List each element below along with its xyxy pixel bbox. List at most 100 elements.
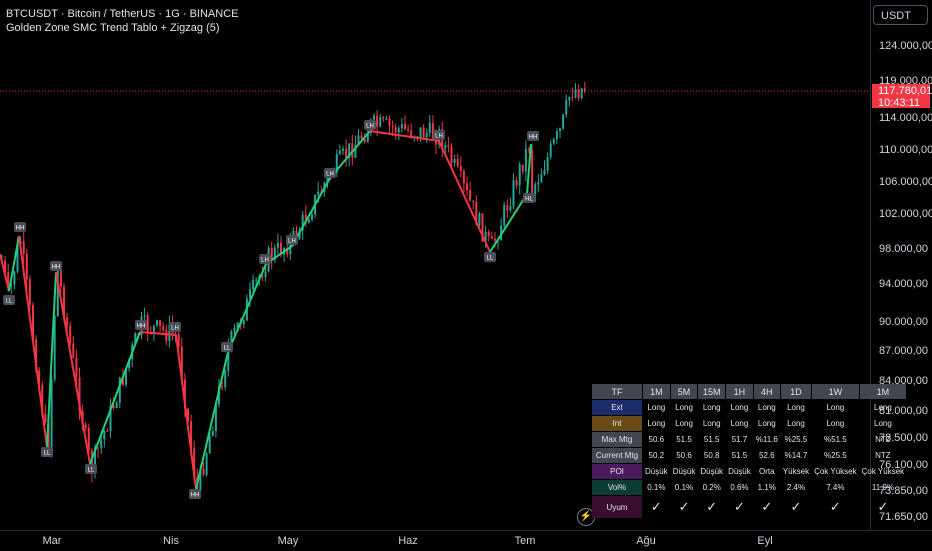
candle-body (134, 333, 137, 345)
table-cell: 0.1% (647, 483, 666, 492)
candle-body (531, 150, 534, 195)
table-cell: 50.2 (648, 451, 665, 460)
candle-body (543, 170, 546, 175)
candle-body (221, 386, 224, 388)
table-cell: ✓ (650, 499, 662, 514)
candle-body (416, 136, 419, 138)
zigzag-label-box (523, 193, 535, 203)
candle-body (317, 191, 320, 195)
candle-body (348, 143, 351, 159)
table-cell: Long (787, 419, 805, 428)
candle-body (326, 174, 329, 183)
currency-button[interactable]: USDT (873, 5, 928, 25)
candle-body (431, 122, 434, 139)
table-cell: %25.5 (824, 451, 847, 460)
price-label: 102.000,00 (879, 208, 932, 220)
candle-body (518, 164, 521, 186)
zigzag-label: HH (52, 265, 61, 271)
price-label: 87.000,00 (879, 345, 928, 357)
candle-body (211, 431, 214, 436)
candle-body (16, 243, 19, 272)
zigzag-label-box (50, 261, 62, 271)
candle-body (562, 114, 565, 129)
candle-body (512, 180, 515, 207)
candle-body (78, 376, 81, 411)
zigzag-label-box (286, 235, 298, 245)
price-axis[interactable]: 124.000,00 119.000,00 114.000,00 110.000… (870, 0, 932, 530)
candle-body (109, 405, 112, 432)
time-label: Eyl (757, 535, 773, 547)
candle-body (540, 174, 543, 183)
candle-body (230, 331, 233, 348)
table-cell: NTZ (875, 435, 891, 444)
symbol-title[interactable]: BTCUSDT · Bitcoin / TetherUS · 1G · BINA… (6, 8, 239, 20)
candle-body (373, 115, 375, 120)
candle-body (528, 148, 530, 151)
zigzag-label: LL (224, 346, 231, 352)
candle-body (69, 325, 72, 344)
time-axis[interactable]: Mar Nis May Haz Tem Ağu Eyl (0, 530, 932, 551)
candle-body (7, 272, 10, 287)
table-header: 1M (859, 384, 907, 399)
table-cell: 52.6 (759, 451, 775, 460)
candle-body (84, 424, 87, 428)
candle-body (128, 359, 131, 369)
candle-body (462, 170, 465, 184)
candle-body (397, 128, 400, 133)
candle-body (292, 231, 295, 239)
candle-body (125, 368, 127, 385)
price-label: 90.000,00 (879, 316, 928, 328)
candle-body (577, 89, 580, 99)
candle-body (13, 271, 16, 285)
candle-body (202, 468, 205, 475)
table-cell: Yüksek (782, 467, 810, 476)
candle-body (28, 279, 31, 305)
candle-body (490, 236, 493, 239)
candle-body (394, 127, 397, 133)
table-header: 1D (780, 384, 812, 399)
table-cell: 51.5 (676, 435, 692, 444)
table-cell: Long (757, 403, 776, 412)
table-cell: ✓ (678, 499, 690, 514)
candle-body (469, 190, 472, 201)
zigzag-label: LH (288, 239, 296, 245)
candle-body (546, 156, 549, 171)
candle-body (4, 260, 7, 273)
table-cell: Düşük (700, 467, 724, 476)
zigzag-label: LL (6, 299, 13, 305)
candle-body (193, 448, 196, 478)
zigzag-label-box (169, 322, 181, 332)
candle-body (363, 138, 366, 143)
candle-body (10, 284, 13, 287)
candle-body (286, 248, 289, 255)
current-price-tag: 117.780,01 10:43:11 (872, 84, 932, 109)
zigzag-segment (195, 351, 229, 490)
table-cell: Long (702, 419, 721, 428)
candle-body (252, 279, 255, 290)
table-cell: 50.6 (676, 451, 692, 460)
candle-body (242, 320, 245, 325)
candle-body (478, 213, 481, 225)
table-cell: Long (702, 403, 721, 412)
candle-body (382, 117, 385, 119)
price-label: 124.000,00 (879, 40, 932, 52)
zigzag-label: HH (137, 324, 146, 330)
candle-body (456, 158, 459, 166)
candle-body (214, 404, 217, 432)
candle-body (400, 124, 403, 129)
table-row-label: Int (592, 416, 642, 431)
table-cell: Orta (759, 467, 775, 476)
time-label: Nis (163, 535, 179, 547)
zigzag-label-box (41, 447, 53, 457)
candle-body (425, 133, 428, 138)
candle-body (224, 370, 227, 387)
candle-body (354, 144, 357, 158)
zigzag-label: LH (171, 326, 179, 332)
indicator-title[interactable]: Golden Zone SMC Trend Tablo + Zigzag (5) (6, 22, 220, 34)
candle-body (280, 242, 282, 255)
candle-body (404, 124, 406, 130)
table-cell: 51.7 (731, 435, 748, 444)
table-header: 15M (698, 384, 726, 399)
table-cell: 2.4% (786, 483, 806, 492)
